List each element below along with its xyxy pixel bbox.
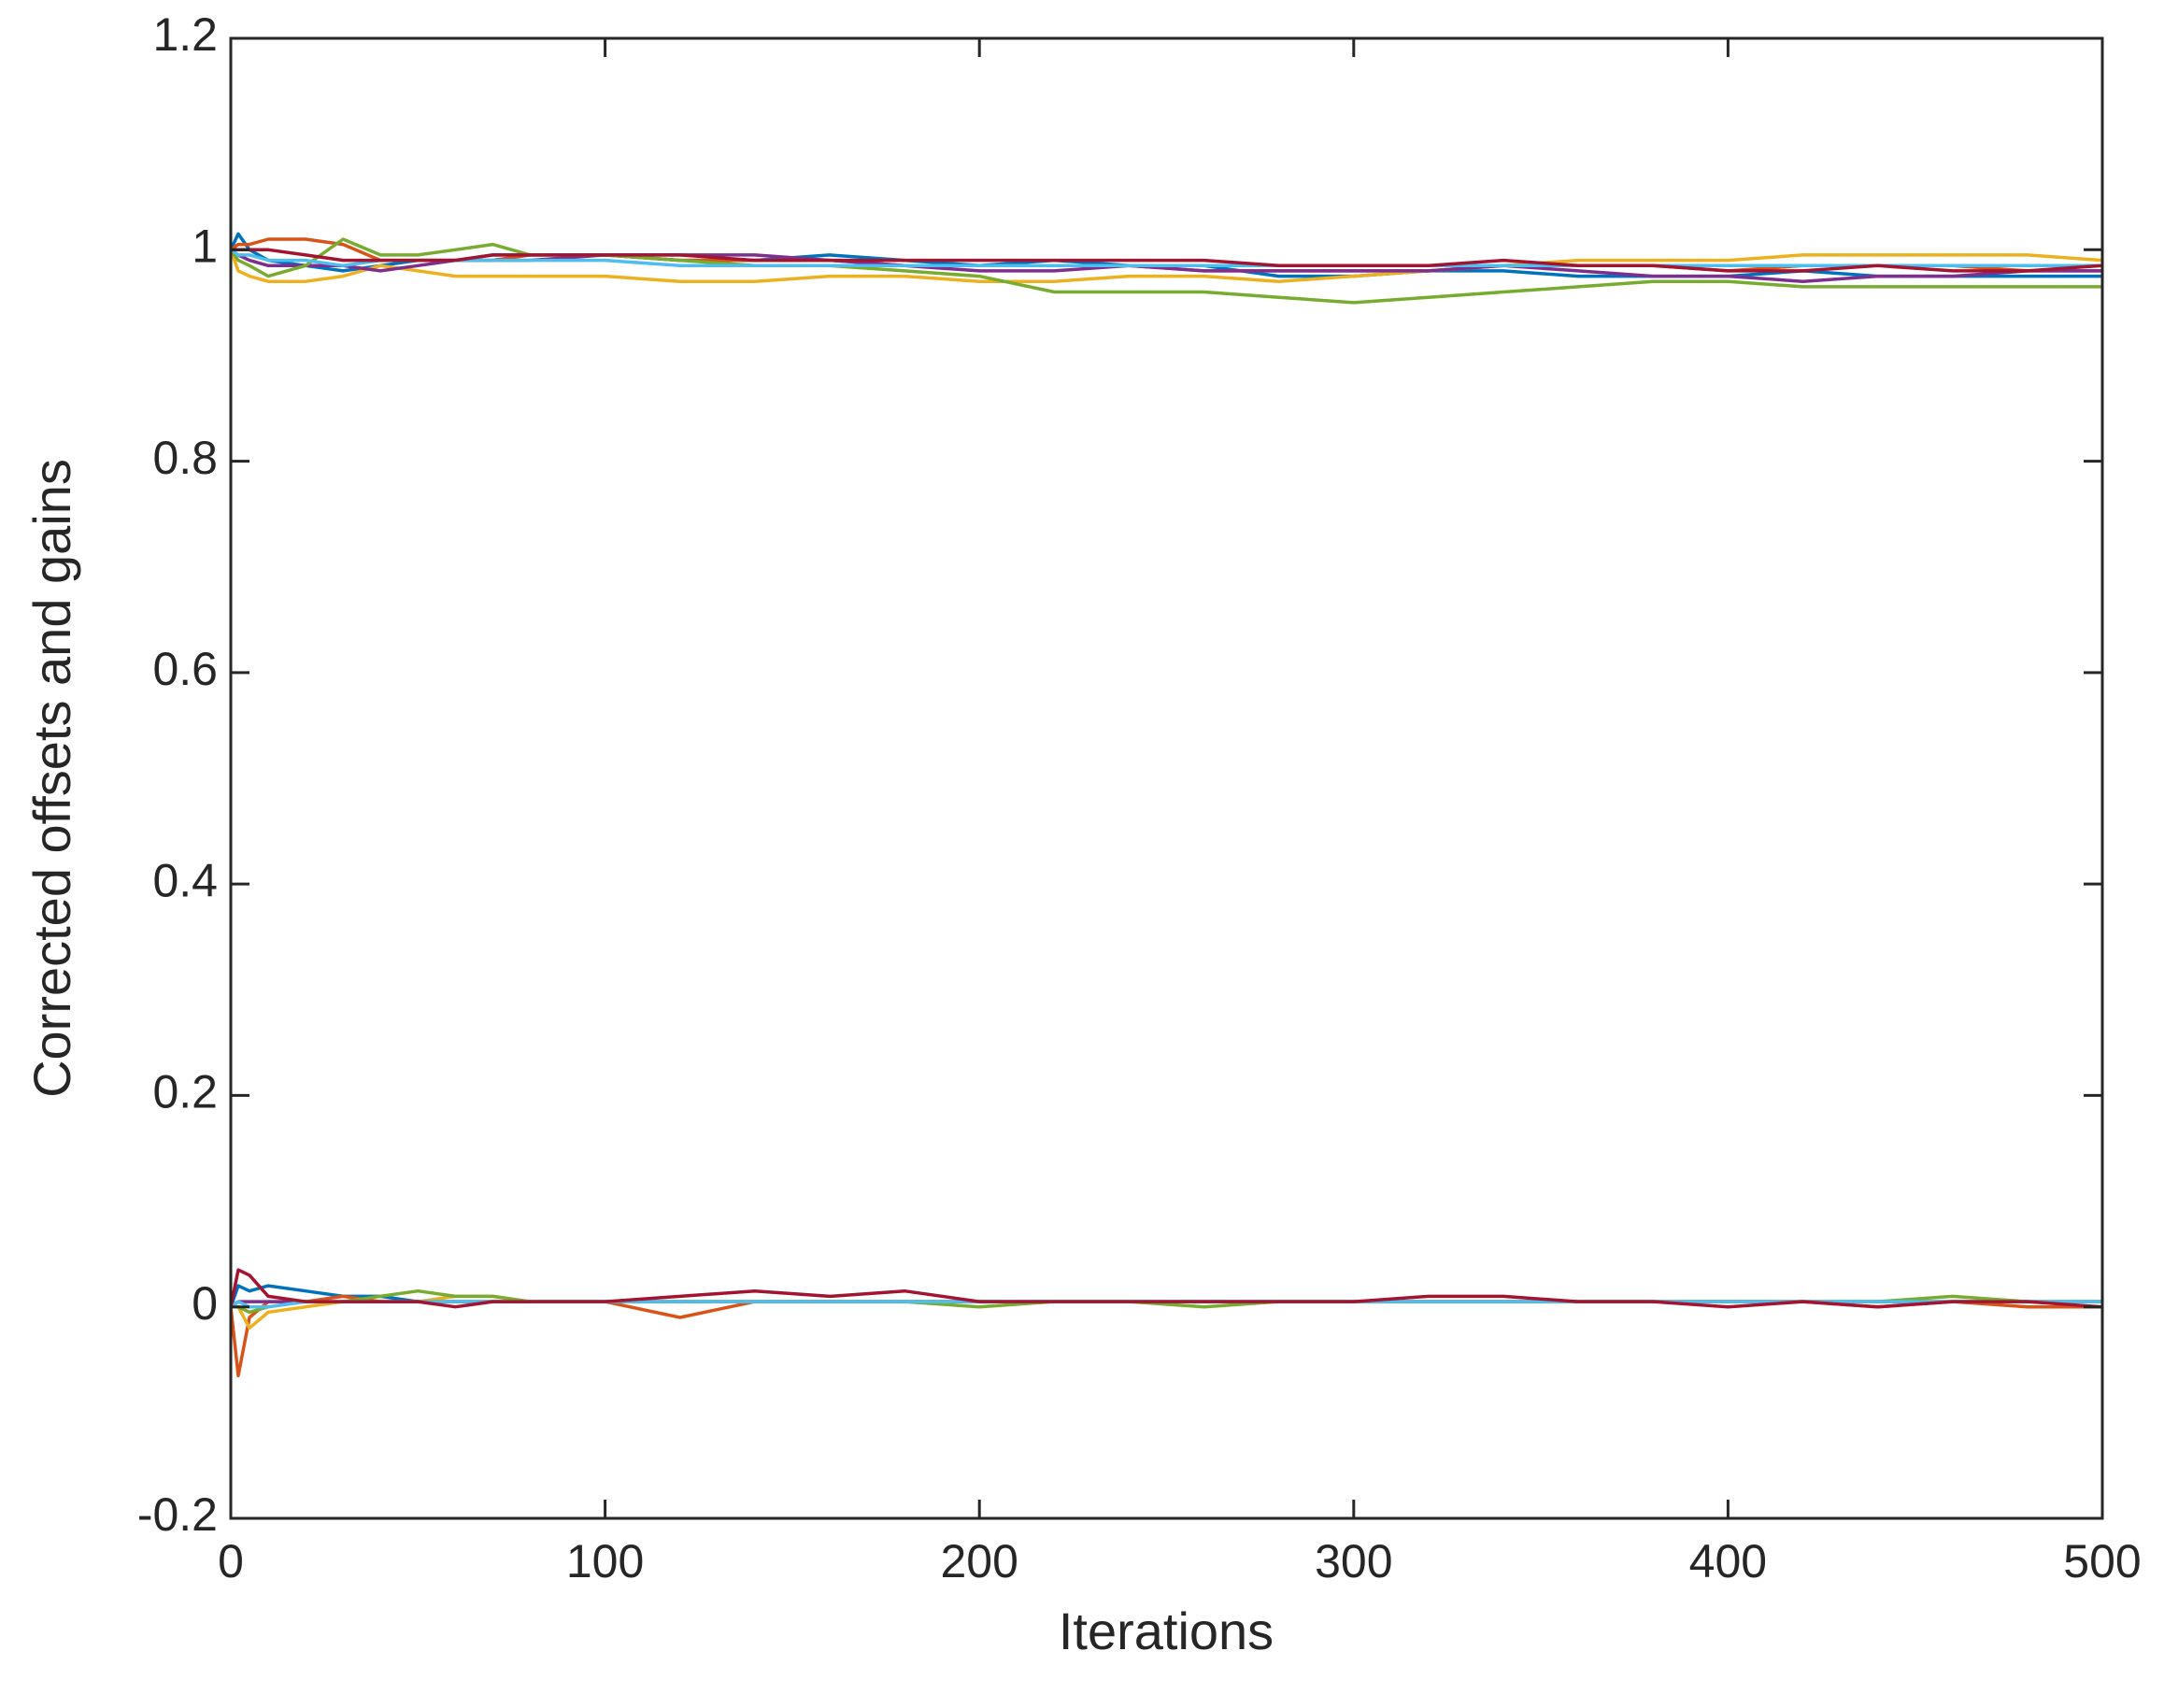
- series-line: [231, 237, 2102, 305]
- y-tick-label: 1.2: [152, 8, 218, 61]
- series-line: [231, 248, 2102, 268]
- y-tick-label: 0.2: [152, 1066, 218, 1118]
- x-tick-label: 0: [218, 1535, 244, 1587]
- series-line: [231, 248, 2102, 273]
- y-tick-label: -0.2: [137, 1488, 218, 1541]
- series-line: [231, 1268, 2102, 1309]
- series-line: [231, 249, 2102, 283]
- y-tick-label: 0.6: [152, 643, 218, 695]
- plot-lines: [231, 232, 2102, 1378]
- y-axis-label: Corrected offsets and gains: [22, 459, 81, 1098]
- y-tick-label: 0: [192, 1277, 218, 1330]
- x-tick-label: 300: [1315, 1535, 1392, 1587]
- plot-frame: [229, 36, 2104, 1520]
- x-tick-label: 100: [566, 1535, 644, 1587]
- series-line: [231, 248, 2102, 283]
- x-tick-label: 400: [1689, 1535, 1767, 1587]
- x-tick-label: 500: [2063, 1535, 2141, 1587]
- series-line: [231, 1294, 2102, 1378]
- y-tick-label: 1: [192, 220, 218, 272]
- y-tick-label: 0.4: [152, 854, 218, 906]
- x-axis-label: Iterations: [1059, 1601, 1274, 1660]
- y-tick-label: 0.8: [152, 432, 218, 484]
- x-tick-label: 200: [940, 1535, 1018, 1587]
